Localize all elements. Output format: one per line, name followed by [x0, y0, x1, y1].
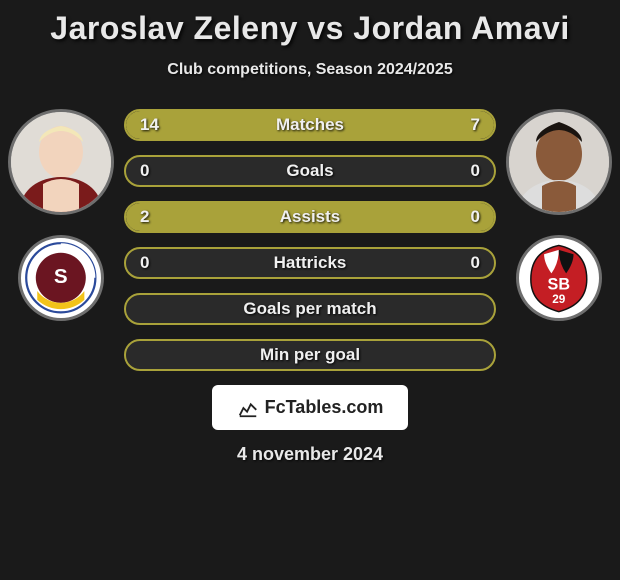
player-right-club-logo: SB 29: [516, 235, 602, 321]
right-player-column: SB 29: [506, 109, 612, 321]
stat-value-right: 7: [471, 115, 480, 135]
stat-label: Goals per match: [243, 299, 376, 319]
stat-label: Min per goal: [260, 345, 360, 365]
watermark-badge: FcTables.com: [212, 385, 408, 430]
svg-text:S: S: [54, 265, 68, 288]
stat-bar: 2 Assists 0: [124, 201, 496, 233]
left-player-column: S: [8, 109, 114, 321]
stat-bar: 14 Matches 7: [124, 109, 496, 141]
svg-text:SB: SB: [548, 276, 571, 294]
stat-label: Assists: [280, 207, 340, 227]
stat-value-right: 0: [471, 207, 480, 227]
stats-column: 14 Matches 7 0 Goals 0 2 Assists 0 0 Hattricks 0 Goa…: [114, 109, 506, 371]
stat-bar: Min per goal: [124, 339, 496, 371]
player-right-avatar: [506, 109, 612, 215]
player-right-headshot-icon: [509, 112, 609, 212]
stat-value-right: 0: [471, 253, 480, 273]
brest-logo-icon: SB 29: [522, 241, 596, 315]
stat-bar: Goals per match: [124, 293, 496, 325]
stat-label: Matches: [276, 115, 344, 135]
player-left-headshot-icon: [11, 112, 111, 212]
page-title: Jaroslav Zeleny vs Jordan Amavi: [0, 10, 620, 47]
sparta-praha-logo-icon: S: [24, 241, 98, 315]
watermark-text: FcTables.com: [265, 397, 384, 418]
stat-value-left: 0: [140, 161, 149, 181]
comparison-row: S 14 Matches 7 0 Goals 0 2 Assists 0 0 Hattricks 0 G…: [0, 109, 620, 371]
footer-date: 4 november 2024: [0, 444, 620, 465]
player-left-avatar: [8, 109, 114, 215]
player-left-club-logo: S: [18, 235, 104, 321]
stat-value-left: 2: [140, 207, 149, 227]
stat-bar: 0 Hattricks 0: [124, 247, 496, 279]
season-subtitle: Club competitions, Season 2024/2025: [0, 61, 620, 79]
chart-icon: [237, 397, 259, 419]
comparison-card: Jaroslav Zeleny vs Jordan Amavi Club com…: [0, 0, 620, 465]
stat-value-right: 0: [471, 161, 480, 181]
stat-value-left: 0: [140, 253, 149, 273]
stat-label: Hattricks: [274, 253, 347, 273]
stat-bar: 0 Goals 0: [124, 155, 496, 187]
svg-text:29: 29: [552, 293, 566, 306]
stat-label: Goals: [286, 161, 333, 181]
stat-value-left: 14: [140, 115, 159, 135]
